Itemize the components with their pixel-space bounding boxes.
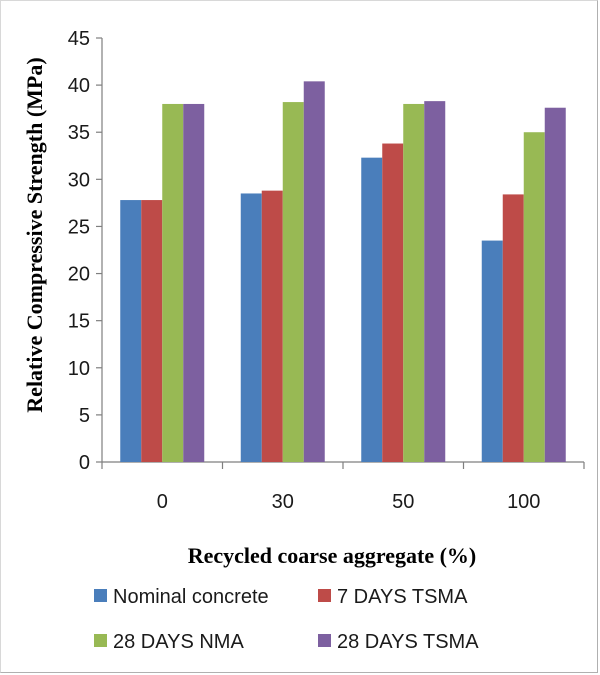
x-tick-label: 100 xyxy=(507,491,540,513)
bar xyxy=(382,143,404,463)
bar xyxy=(240,193,262,462)
bar xyxy=(282,102,304,463)
legend: Nominal concrete 7 DAYS TSMA 28 DAYS NMA 28… xyxy=(94,586,479,653)
bar xyxy=(141,200,163,462)
bar xyxy=(261,190,283,462)
bar xyxy=(120,200,142,462)
legend-label: 7 DAYS TSMA xyxy=(337,586,468,608)
bar xyxy=(424,101,446,462)
bar xyxy=(303,81,325,462)
y-tick-label: 40 xyxy=(68,75,90,97)
legend-swatch xyxy=(94,634,107,647)
x-tick-label: 0 xyxy=(157,491,168,513)
legend-swatch xyxy=(318,589,331,602)
x-tick-label: 30 xyxy=(272,491,294,513)
y-tick-label: 0 xyxy=(79,452,90,474)
y-tick-label: 25 xyxy=(68,216,90,238)
legend-label: Nominal concrete xyxy=(113,586,269,608)
y-tick-label: 5 xyxy=(79,405,90,427)
y-tick-label: 10 xyxy=(68,358,90,380)
x-tick-label: 50 xyxy=(392,491,414,513)
bar xyxy=(523,132,545,462)
bar xyxy=(502,194,524,463)
y-tick-label: 15 xyxy=(68,311,90,333)
legend-label: 28 DAYS NMA xyxy=(113,631,244,653)
y-tick-label: 20 xyxy=(68,264,90,286)
bar xyxy=(183,103,205,462)
legend-swatch xyxy=(94,589,107,602)
x-ticks: 0 30 50 100 xyxy=(101,462,585,513)
legend-label: 28 DAYS TSMA xyxy=(337,631,479,653)
bar xyxy=(361,157,383,462)
bar xyxy=(403,103,425,462)
y-axis-title: Relative Compressive Strength (MPa) xyxy=(22,57,47,412)
y-tick-label: 35 xyxy=(68,122,90,144)
legend-swatch xyxy=(318,634,331,647)
y-ticks: 0 5 10 15 20 25 30 35 40 45 xyxy=(68,28,102,474)
y-axis-title-group: Relative Compressive Strength (MPa) xyxy=(22,57,47,412)
bar xyxy=(544,107,566,463)
y-tick-label: 45 xyxy=(68,28,90,50)
bar xyxy=(162,103,184,462)
bars xyxy=(120,81,566,463)
bar xyxy=(481,240,503,462)
x-axis-title: Recycled coarse aggregate (%) xyxy=(188,543,477,568)
y-tick-label: 30 xyxy=(68,169,90,191)
